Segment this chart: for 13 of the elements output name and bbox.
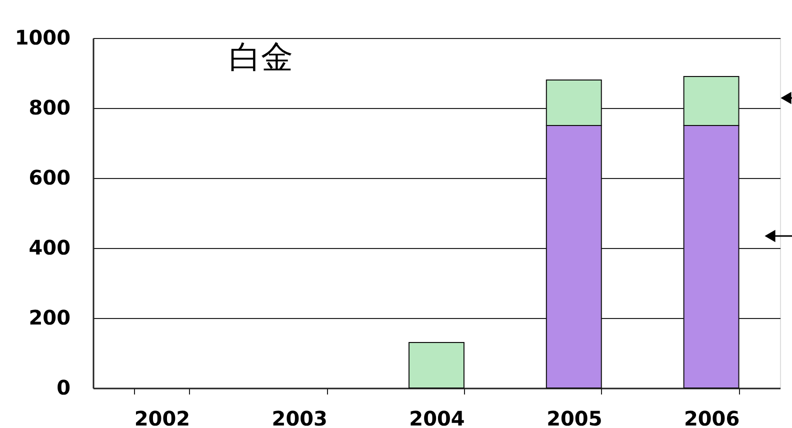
y-tick-label: 800 bbox=[28, 96, 70, 120]
x-tick-label: 2002 bbox=[134, 406, 190, 428]
x-tick-label: 2006 bbox=[684, 406, 740, 428]
y-tick-label: 400 bbox=[28, 236, 70, 260]
y-tick-label: 600 bbox=[28, 166, 70, 190]
y-tick-label: 0 bbox=[56, 376, 70, 400]
x-tick-label: 2004 bbox=[409, 406, 465, 428]
x-tick-label: 2005 bbox=[546, 406, 602, 428]
x-tick-label: 2003 bbox=[272, 406, 328, 428]
y-tick-label: 200 bbox=[28, 306, 70, 330]
chart-title: 白金 bbox=[229, 38, 293, 76]
y-tick-label: 1000 bbox=[14, 26, 70, 50]
bar bbox=[408, 342, 464, 388]
